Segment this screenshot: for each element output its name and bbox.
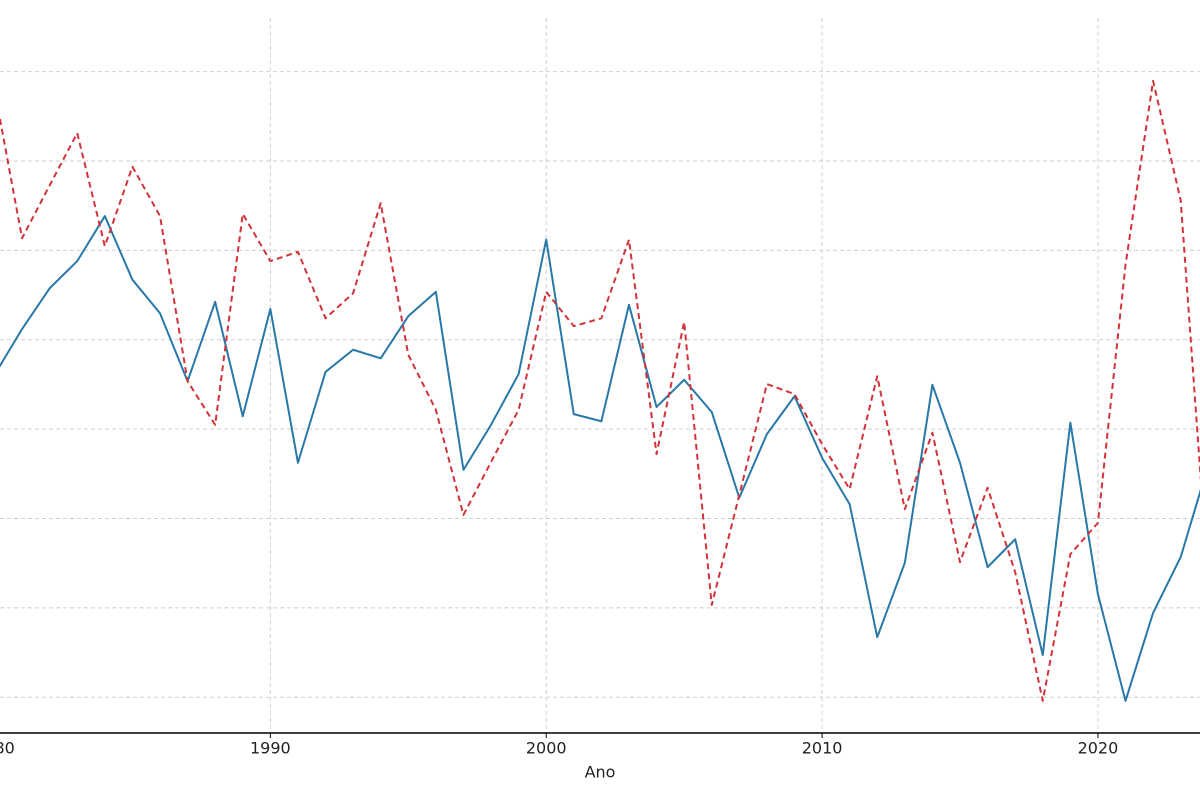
x-axis-label: Ano <box>585 763 616 782</box>
x-tick-label: 1990 <box>250 739 291 758</box>
x-axis-ticks: 1980 1990 2000 2010 2020 <box>0 733 1118 758</box>
x-tick-label: 2020 <box>1078 739 1119 758</box>
grid <box>0 18 1200 733</box>
plot-area <box>0 79 1200 702</box>
series-line <box>0 79 1200 702</box>
x-tick-label: 1980 <box>0 739 15 758</box>
x-tick-label: 2010 <box>802 739 843 758</box>
series-line <box>0 215 1200 702</box>
x-tick-label: 2000 <box>526 739 567 758</box>
